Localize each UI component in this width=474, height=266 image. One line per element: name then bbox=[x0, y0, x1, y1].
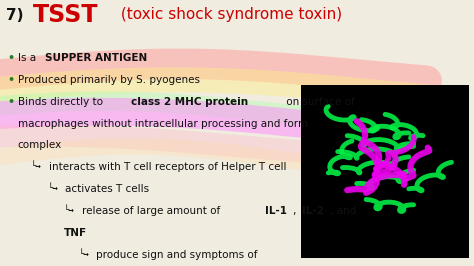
Text: └→: └→ bbox=[47, 184, 58, 193]
Text: produce sign and symptoms of: produce sign and symptoms of bbox=[96, 250, 258, 260]
Text: , and: , and bbox=[330, 206, 356, 216]
Text: •: • bbox=[7, 53, 14, 63]
Text: complex: complex bbox=[18, 140, 62, 151]
Text: └→: └→ bbox=[78, 250, 89, 259]
Text: •: • bbox=[7, 75, 14, 85]
Text: TSST: TSST bbox=[33, 3, 99, 27]
Text: ,: , bbox=[293, 206, 300, 216]
Bar bbox=[301, 85, 469, 258]
Text: macrophages without intracellular processing and form: macrophages without intracellular proces… bbox=[18, 119, 308, 129]
Text: on surface of: on surface of bbox=[283, 97, 354, 107]
Text: (toxic shock syndrome toxin): (toxic shock syndrome toxin) bbox=[116, 7, 342, 22]
Text: SUPPER ANTIGEN: SUPPER ANTIGEN bbox=[45, 53, 147, 63]
Text: Is a: Is a bbox=[18, 53, 39, 63]
Text: TNF: TNF bbox=[64, 228, 87, 238]
Text: Binds directly to: Binds directly to bbox=[18, 97, 106, 107]
Text: interacts with T cell receptors of Helper T cell: interacts with T cell receptors of Helpe… bbox=[49, 162, 286, 172]
Text: 7): 7) bbox=[6, 8, 24, 23]
Text: Produced primarily by S. pyogenes: Produced primarily by S. pyogenes bbox=[18, 75, 200, 85]
Text: activates T cells: activates T cells bbox=[65, 184, 149, 194]
Text: └→: └→ bbox=[64, 206, 75, 215]
Text: IL-1: IL-1 bbox=[264, 206, 287, 216]
Text: └→: └→ bbox=[31, 162, 42, 171]
Text: IL-2: IL-2 bbox=[301, 206, 324, 216]
Text: release of large amount of: release of large amount of bbox=[82, 206, 224, 216]
Text: class 2 MHC protein: class 2 MHC protein bbox=[131, 97, 248, 107]
Text: •: • bbox=[7, 97, 14, 107]
